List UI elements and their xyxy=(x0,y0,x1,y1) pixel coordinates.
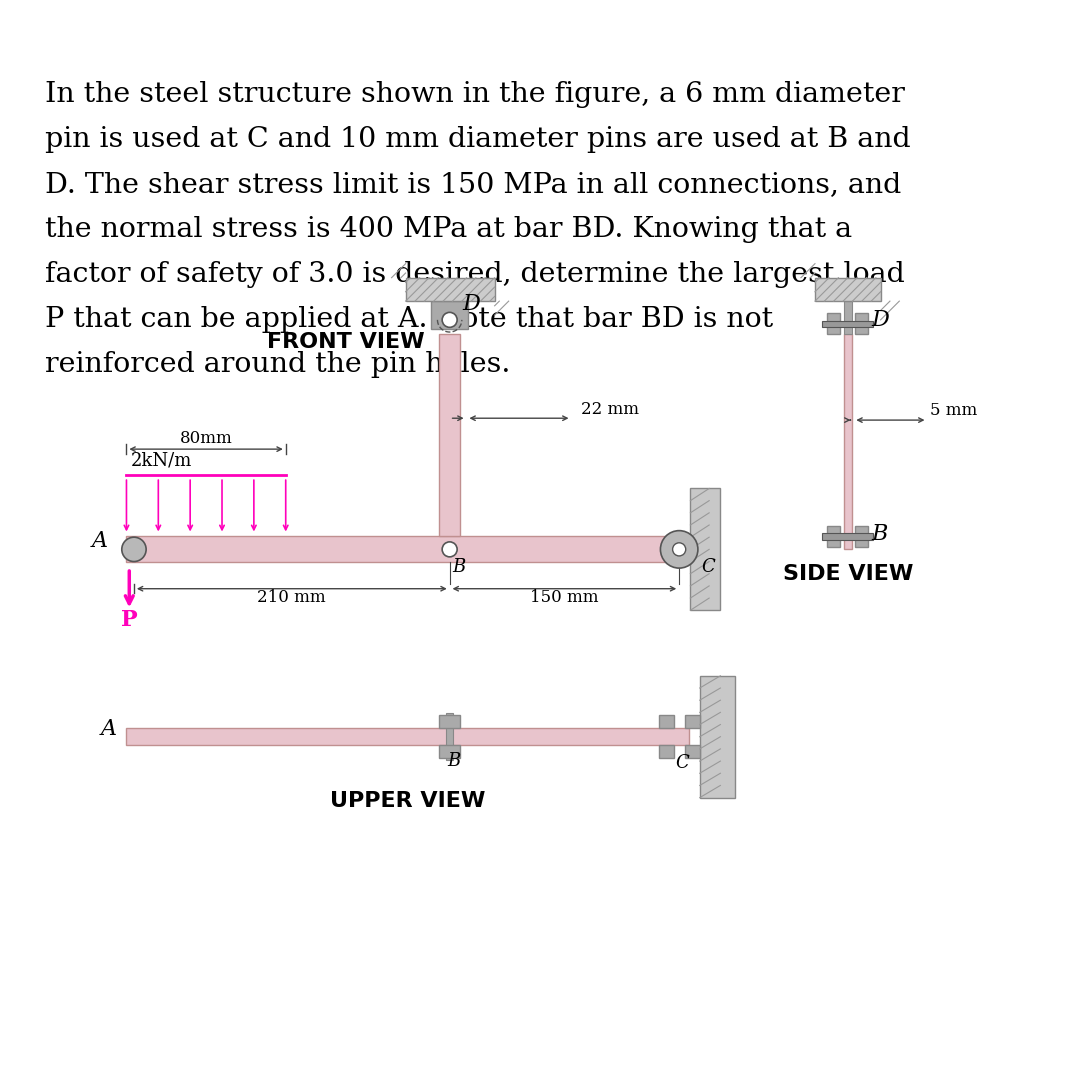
Bar xyxy=(845,334,851,550)
Bar xyxy=(126,728,689,745)
Bar xyxy=(845,301,851,334)
Text: D: D xyxy=(462,294,481,315)
Text: D. The shear stress limit is 150 MPa in all connections, and: D. The shear stress limit is 150 MPa in … xyxy=(45,171,901,198)
Bar xyxy=(659,745,674,758)
Circle shape xyxy=(673,543,686,556)
Bar xyxy=(823,321,873,327)
Bar xyxy=(685,745,700,758)
Text: 210 mm: 210 mm xyxy=(257,589,326,606)
Text: the normal stress is 400 MPa at bar BD. Knowing that a: the normal stress is 400 MPa at bar BD. … xyxy=(45,216,852,243)
Text: factor of safety of 3.0 is desired, determine the largest load: factor of safety of 3.0 is desired, dete… xyxy=(45,261,905,288)
Bar xyxy=(823,534,873,540)
Bar xyxy=(440,745,460,758)
Bar xyxy=(700,676,735,798)
Text: 2kN/m: 2kN/m xyxy=(131,453,192,470)
Bar xyxy=(815,278,880,301)
Bar xyxy=(855,313,868,334)
Bar xyxy=(690,488,720,610)
Text: B: B xyxy=(872,523,888,545)
Text: UPPER VIEW: UPPER VIEW xyxy=(329,791,485,811)
Bar xyxy=(431,301,469,329)
Text: C: C xyxy=(675,754,689,771)
Bar xyxy=(440,715,460,728)
Bar xyxy=(855,526,868,546)
Bar xyxy=(827,526,840,546)
Circle shape xyxy=(442,542,457,557)
Text: D: D xyxy=(872,309,889,332)
Circle shape xyxy=(122,537,146,562)
Circle shape xyxy=(442,312,457,327)
Bar xyxy=(406,278,495,301)
Text: 22 mm: 22 mm xyxy=(581,401,638,418)
Bar xyxy=(446,713,454,760)
Text: 80mm: 80mm xyxy=(179,430,232,446)
Text: C: C xyxy=(702,558,715,576)
Text: P that can be applied at A. Note that bar BD is not: P that can be applied at A. Note that ba… xyxy=(45,306,773,333)
Bar xyxy=(827,313,840,334)
Text: 5 mm: 5 mm xyxy=(930,403,977,419)
Circle shape xyxy=(661,530,698,568)
Text: A: A xyxy=(92,530,108,553)
Text: P: P xyxy=(121,609,137,631)
Text: B: B xyxy=(453,558,465,576)
Bar xyxy=(126,537,689,563)
Bar xyxy=(659,715,674,728)
Text: B: B xyxy=(448,752,461,770)
Text: pin is used at C and 10 mm diameter pins are used at B and: pin is used at C and 10 mm diameter pins… xyxy=(45,126,910,153)
Bar xyxy=(440,334,460,537)
Text: FRONT VIEW: FRONT VIEW xyxy=(267,332,424,352)
Bar xyxy=(685,715,700,728)
Text: SIDE VIEW: SIDE VIEW xyxy=(783,564,913,584)
Text: reinforced around the pin holes.: reinforced around the pin holes. xyxy=(45,351,511,378)
Text: 150 mm: 150 mm xyxy=(530,589,598,606)
Text: A: A xyxy=(100,718,117,740)
Text: In the steel structure shown in the figure, a 6 mm diameter: In the steel structure shown in the figu… xyxy=(45,81,905,108)
